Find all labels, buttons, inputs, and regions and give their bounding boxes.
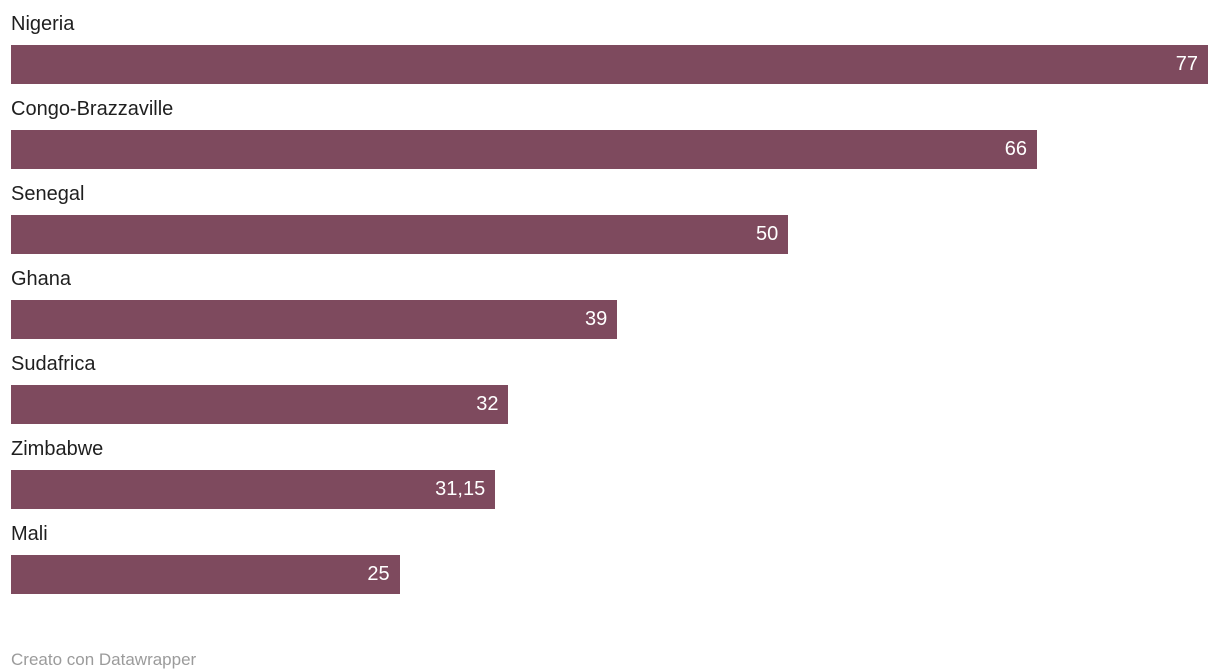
value-label: 50 <box>756 223 779 245</box>
bar-row: Ghana 39 <box>11 265 1208 339</box>
category-label: Mali <box>11 523 48 545</box>
category-label: Nigeria <box>11 13 75 35</box>
value-label: 77 <box>1175 53 1198 75</box>
bar-chart: Nigeria 77 Congo-Brazzaville 66 Senegal … <box>11 10 1208 594</box>
bar-row: Zimbabwe 31,15 <box>11 435 1208 509</box>
value-label: 39 <box>585 308 608 330</box>
category-label: Sudafrica <box>11 353 96 375</box>
bar[interactable]: 39 <box>11 300 618 339</box>
bar-row: Congo-Brazzaville 66 <box>11 95 1208 169</box>
category-label: Senegal <box>11 183 85 205</box>
bar[interactable]: 50 <box>11 215 789 254</box>
category-label: Zimbabwe <box>11 438 104 460</box>
value-label: 31,15 <box>435 478 486 500</box>
bar[interactable]: 66 <box>11 130 1037 169</box>
bar-row: Nigeria 77 <box>11 10 1208 84</box>
bar[interactable]: 31,15 <box>11 470 496 509</box>
datawrapper-attribution-link[interactable]: Creato con Datawrapper <box>11 650 197 669</box>
category-label: Congo-Brazzaville <box>11 98 174 120</box>
value-label: 66 <box>1004 138 1027 160</box>
bar-row: Senegal 50 <box>11 180 1208 254</box>
bar-row: Mali 25 <box>11 520 1208 594</box>
value-label: 32 <box>476 393 499 415</box>
bar[interactable]: 77 <box>11 45 1208 84</box>
value-label: 25 <box>367 563 390 585</box>
category-label: Ghana <box>11 268 72 290</box>
bar-row: Sudafrica 32 <box>11 350 1208 424</box>
bar[interactable]: 32 <box>11 385 509 424</box>
bar[interactable]: 25 <box>11 555 400 594</box>
